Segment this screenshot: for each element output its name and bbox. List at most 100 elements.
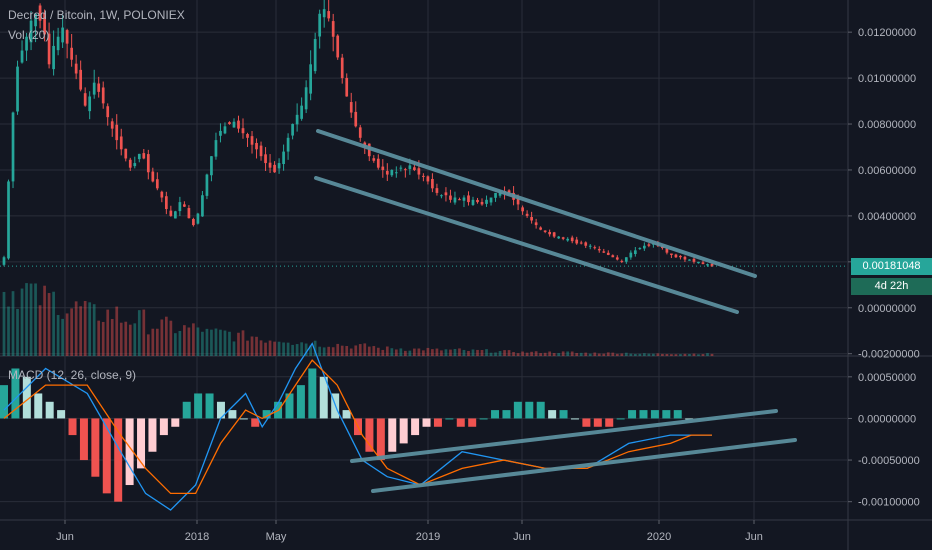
volume-bar [706,353,709,356]
macd-histogram-bar [79,418,88,461]
candle-body [128,159,132,168]
macd-histogram-bar [216,401,225,419]
macd-histogram-bar [650,410,659,419]
volume-bar [417,348,421,356]
volume-bar [413,348,416,356]
volume-bar [205,328,209,356]
volume-bar [47,293,51,356]
macd-tick-label: -0.00100000 [858,497,920,509]
candle-body [88,96,92,112]
volume-bar [606,352,610,356]
candle-body [304,87,308,110]
candle-body [110,121,114,129]
volume-bar [602,353,606,356]
candle-body [674,254,678,258]
volume-bar [543,352,547,356]
candle-body [349,102,353,113]
volume-bar [29,283,33,356]
volume-bar [56,315,60,356]
candle-body [561,237,565,239]
candle-body [327,11,331,19]
volume-bar [480,349,484,356]
volume-bar [381,349,385,356]
macd-histogram-bar [433,418,442,427]
volume-bar [503,350,506,356]
volume-bar [376,347,380,356]
volume-bar [566,351,570,356]
macd-histogram-bar [491,410,500,419]
volume-bar [399,348,403,356]
volume-bar [557,353,561,356]
candle-body [489,197,493,203]
macd-histogram-bar [91,418,100,477]
volume-bar [611,352,615,356]
candle-body [79,69,83,90]
volume-bar [336,343,340,356]
volume-bar [494,352,497,356]
volume-bar [196,327,200,356]
candle-body [268,162,272,168]
candle-body [575,239,579,244]
macd-histogram-bar [388,418,397,452]
candle-body [629,252,633,258]
macd-histogram-bar [628,410,637,419]
candle-body [246,134,249,138]
candle-body [643,245,646,249]
candle-body [688,259,691,261]
candle-body [458,199,461,201]
candle-body [56,36,60,51]
volume-bar [485,349,488,356]
candle-body [413,167,416,170]
macd-histogram-bar [251,418,260,427]
volume-bar [431,349,434,356]
candle-body [449,195,452,200]
candle-body [201,195,204,217]
volume-bar [264,342,267,356]
candle-body [250,136,254,145]
volume-bar [318,346,322,356]
volume-bar [507,350,511,356]
candle-body [683,256,687,260]
candle-body [214,140,218,157]
candle-body [331,21,335,37]
candle-body [146,154,150,173]
candle-body [205,174,209,196]
candle-body [318,13,322,37]
volume-bar [169,320,173,356]
candle-body [183,204,186,207]
candle-body [557,236,561,239]
candle-body [241,128,245,134]
macd-histogram-bar [102,418,111,494]
macd-histogram-bar [593,418,602,427]
candle-body [52,45,55,70]
volume-bar [34,283,37,356]
volume-bar [61,318,64,356]
volume-bar [286,342,290,356]
price-tick-label: 0.00600000 [858,165,916,177]
candle-body [584,242,588,246]
candle-body [97,83,101,92]
macd-histogram-bar [137,418,146,469]
candle-body [570,237,574,242]
macd-histogram-bar [0,385,8,419]
candle-body [219,130,222,136]
volume-bar [597,353,601,356]
candle-body [534,222,538,226]
volume-bar [552,352,556,356]
time-axis: Jun 2018 May 2019 Jun 2020 Jun [56,520,763,543]
trendlines[interactable] [314,129,797,493]
candle-body [697,261,700,264]
volume-bar [570,351,574,356]
price-tick-label: 0.00000000 [858,303,916,315]
volume-legend: Vol (20) [8,28,50,42]
volume-bar [70,308,73,356]
volume-bar [462,349,466,356]
volume-bar [106,309,110,356]
volume-bar [101,321,105,356]
candle-body [38,5,42,21]
candle-body [485,199,488,204]
volume-bar [25,283,28,356]
volume-bars [2,283,714,356]
volume-bar [385,346,389,356]
